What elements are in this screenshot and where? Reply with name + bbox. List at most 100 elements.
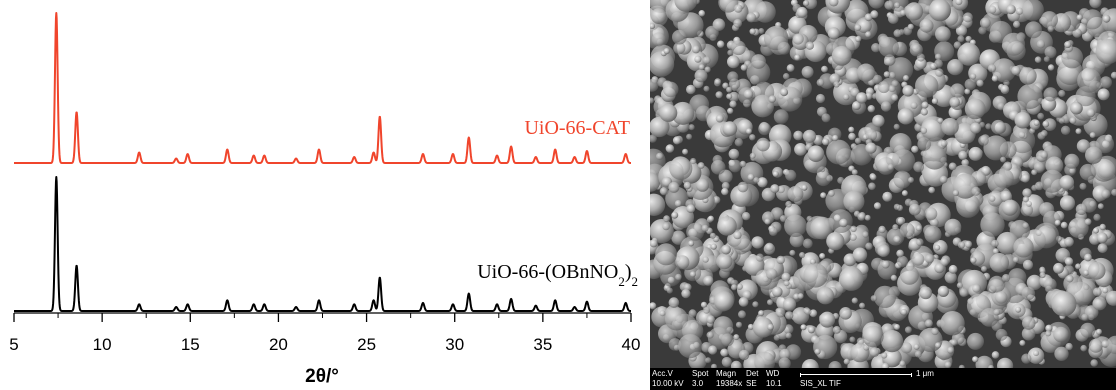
xrd-line-0 <box>13 12 632 164</box>
sem-particle <box>1085 146 1103 164</box>
sem-particle <box>777 41 791 55</box>
sem-particle <box>800 324 807 331</box>
sem-particle <box>980 212 1005 237</box>
sem-particle <box>718 0 739 13</box>
x-ticks: 5 10 15 20 25 30 35 40 <box>9 313 640 354</box>
sem-micrograph: Acc.V Spot Magn Det WD 10.00 kV 3.0 1938… <box>640 0 1116 390</box>
sem-particle <box>1006 4 1016 15</box>
sem-particle <box>783 324 794 335</box>
sem-particle <box>733 231 742 240</box>
sem-particle <box>734 4 743 13</box>
sem-particle <box>1021 353 1032 364</box>
sem-particle <box>924 207 938 221</box>
sem-particle <box>1020 203 1033 217</box>
sem-particle <box>649 116 670 138</box>
sem-particle <box>896 255 909 268</box>
sem-particle <box>1047 25 1054 33</box>
sem-value-spot: 3.0 <box>692 379 704 388</box>
sem-particle <box>993 308 1000 316</box>
sem-particle <box>1043 87 1058 102</box>
sem-particle <box>1064 153 1080 169</box>
sem-particle <box>908 177 914 183</box>
sem-particle <box>900 342 913 354</box>
sem-particle <box>893 235 901 243</box>
sem-particle <box>820 192 827 199</box>
sem-particle <box>712 196 721 204</box>
sem-particle <box>783 280 790 287</box>
sem-particle <box>920 127 928 134</box>
sem-particle <box>733 334 740 341</box>
sem-particle <box>918 327 943 352</box>
sem-particle <box>799 252 806 258</box>
sem-particle <box>697 162 705 169</box>
sem-particle <box>782 73 790 80</box>
sem-particle <box>1033 350 1040 357</box>
sem-particle <box>819 253 826 259</box>
sem-particle <box>665 186 689 211</box>
sem-particle <box>776 255 785 265</box>
sem-particle <box>1021 326 1036 341</box>
sem-particle <box>976 79 984 87</box>
sem-particle <box>873 202 882 210</box>
sem-particle <box>870 174 877 181</box>
sem-particle <box>1088 338 1103 353</box>
sem-particle <box>659 187 668 196</box>
sem-particle <box>915 225 922 232</box>
sem-particle <box>683 181 692 190</box>
sem-particle <box>802 238 813 249</box>
sem-particle <box>991 351 1000 359</box>
sem-particle <box>769 227 778 236</box>
sem-particle <box>891 149 916 173</box>
sem-particle <box>1045 156 1064 175</box>
sem-particle <box>1017 83 1043 109</box>
sem-particle <box>1043 278 1057 291</box>
sem-particle <box>1099 223 1106 231</box>
sem-particle <box>1095 134 1115 154</box>
sem-particle <box>828 0 839 7</box>
sem-value-accv: 10.00 kV <box>652 379 684 388</box>
sem-particle <box>674 200 682 207</box>
sem-particle <box>871 43 881 53</box>
sem-particle <box>681 289 691 299</box>
sem-particle <box>672 29 687 45</box>
sem-particle <box>988 275 1006 293</box>
sem-particle <box>958 150 968 160</box>
sem-particle <box>878 225 886 234</box>
sem-particle <box>797 293 804 300</box>
sem-particle <box>1001 199 1018 216</box>
sem-particle <box>909 43 923 57</box>
sem-particle <box>673 42 686 55</box>
sem-particle <box>647 97 655 104</box>
sem-particle <box>663 215 670 223</box>
sem-particle <box>851 297 858 304</box>
sem-particle <box>773 109 789 124</box>
sem-particle <box>893 123 900 130</box>
sem-particle <box>1051 291 1077 317</box>
sem-particle <box>738 310 746 319</box>
sem-particle <box>764 242 774 252</box>
sem-particle <box>868 182 876 191</box>
sem-particle <box>864 214 871 221</box>
sem-particle <box>694 55 702 63</box>
sem-particle <box>854 137 862 144</box>
sem-particle <box>1092 287 1102 297</box>
sem-particle <box>737 279 758 301</box>
xrd-chart: 5 10 15 20 25 30 35 40 UiO-66-CAT UiO-66-(OBnNO… <box>9 12 640 387</box>
sem-particle <box>746 60 771 85</box>
sem-particle <box>855 35 862 43</box>
sem-particle <box>1040 130 1048 137</box>
sem-particle <box>1019 340 1026 346</box>
sem-particle <box>873 285 897 309</box>
sem-particle <box>972 283 981 293</box>
sem-particle <box>941 117 959 136</box>
sem-particle <box>1094 155 1116 181</box>
sem-particle <box>920 108 928 116</box>
sem-particle <box>717 216 737 236</box>
sem-particle <box>957 35 965 43</box>
sem-particle <box>868 0 885 9</box>
sem-particle <box>901 190 908 197</box>
sem-particle <box>957 241 966 249</box>
sem-particle <box>895 216 904 226</box>
sem-particle <box>1054 346 1069 361</box>
sem-particle <box>747 173 755 181</box>
